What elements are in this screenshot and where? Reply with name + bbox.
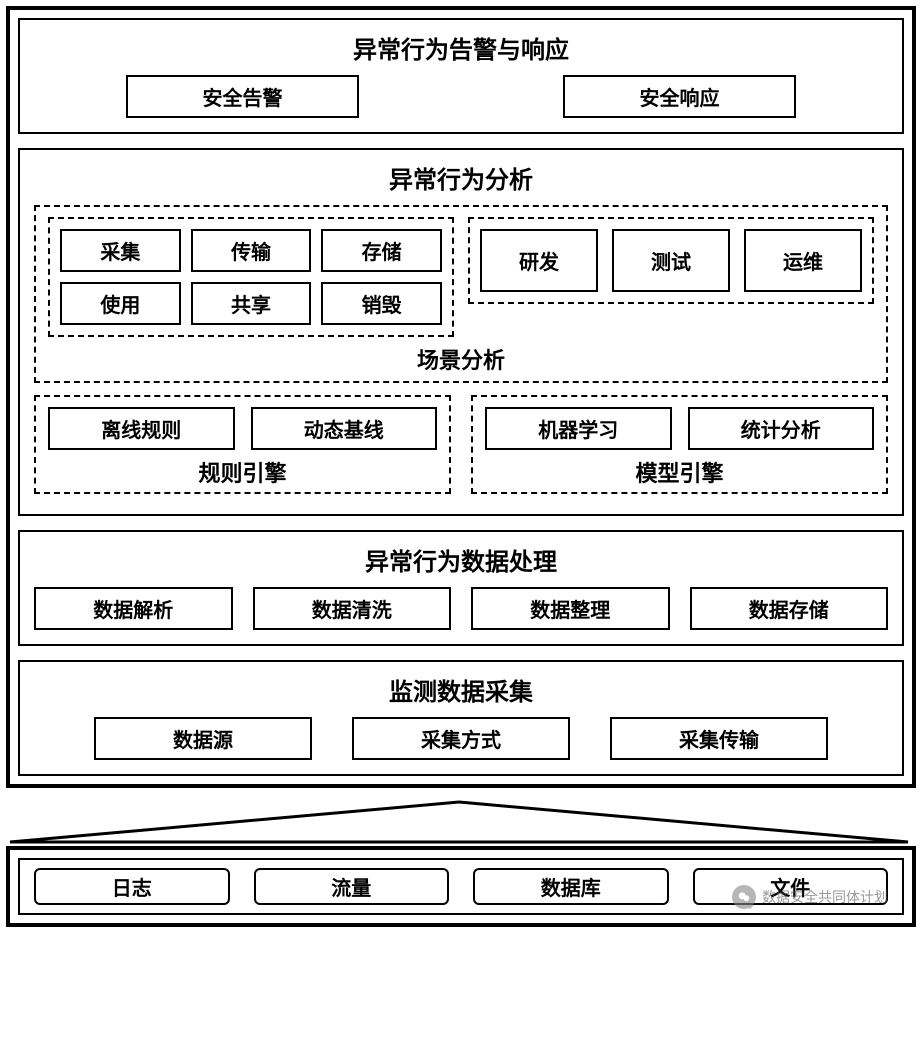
scene-box: 共享	[191, 282, 312, 325]
scene-analysis-group: 采集 传输 存储 使用 共享 销毁 研发 测试 运维 场景分析	[34, 205, 888, 383]
processing-item: 数据解析	[34, 587, 233, 630]
scene-box: 研发	[480, 229, 598, 292]
source-item: 日志	[34, 868, 230, 905]
section-analysis: 异常行为分析 采集 传输 存储 使用 共享 销毁 研发 测试	[18, 148, 904, 516]
model-engine-subtitle: 模型引擎	[485, 456, 874, 488]
processing-item: 数据存储	[690, 587, 889, 630]
scene-box: 存储	[321, 229, 442, 272]
collection-item: 采集传输	[610, 717, 828, 760]
sources-row: 日志 流量 数据库 文件 数据安全共同体计划	[18, 858, 904, 915]
funnel-connector-icon	[6, 798, 912, 846]
alert-item: 安全响应	[563, 75, 797, 118]
engine-item: 统计分析	[688, 407, 875, 450]
source-item: 文件	[693, 868, 889, 905]
role-group: 研发 测试 运维	[468, 217, 874, 304]
section-alert-response: 异常行为告警与响应 安全告警 安全响应	[18, 18, 904, 134]
lifecycle-group: 采集 传输 存储 使用 共享 销毁	[48, 217, 454, 337]
collection-item: 数据源	[94, 717, 312, 760]
sources-container: 日志 流量 数据库 文件 数据安全共同体计划	[6, 846, 916, 927]
processing-item: 数据清洗	[253, 587, 452, 630]
rule-engine-group: 离线规则 动态基线 规则引擎	[34, 395, 451, 494]
engine-row: 离线规则 动态基线 规则引擎 机器学习 统计分析 模型引擎	[34, 395, 888, 494]
alert-title: 异常行为告警与响应	[34, 30, 888, 65]
scene-box: 传输	[191, 229, 312, 272]
scene-box: 销毁	[321, 282, 442, 325]
alert-item: 安全告警	[126, 75, 360, 118]
engine-item: 离线规则	[48, 407, 235, 450]
scene-box: 使用	[60, 282, 181, 325]
main-container: 异常行为告警与响应 安全告警 安全响应 异常行为分析 采集 传输 存储 使用 共…	[6, 6, 916, 788]
processing-title: 异常行为数据处理	[34, 542, 888, 577]
analysis-title: 异常行为分析	[34, 160, 888, 195]
scene-box: 测试	[612, 229, 730, 292]
section-collection: 监测数据采集 数据源 采集方式 采集传输	[18, 660, 904, 776]
model-engine-group: 机器学习 统计分析 模型引擎	[471, 395, 888, 494]
engine-item: 机器学习	[485, 407, 672, 450]
scene-box: 采集	[60, 229, 181, 272]
rule-engine-subtitle: 规则引擎	[48, 456, 437, 488]
source-item: 流量	[254, 868, 450, 905]
source-item: 数据库	[473, 868, 669, 905]
scene-box: 运维	[744, 229, 862, 292]
section-processing: 异常行为数据处理 数据解析 数据清洗 数据整理 数据存储	[18, 530, 904, 646]
engine-item: 动态基线	[251, 407, 438, 450]
collection-item: 采集方式	[352, 717, 570, 760]
processing-item: 数据整理	[471, 587, 670, 630]
collection-title: 监测数据采集	[34, 672, 888, 707]
scene-subtitle: 场景分析	[48, 343, 874, 375]
